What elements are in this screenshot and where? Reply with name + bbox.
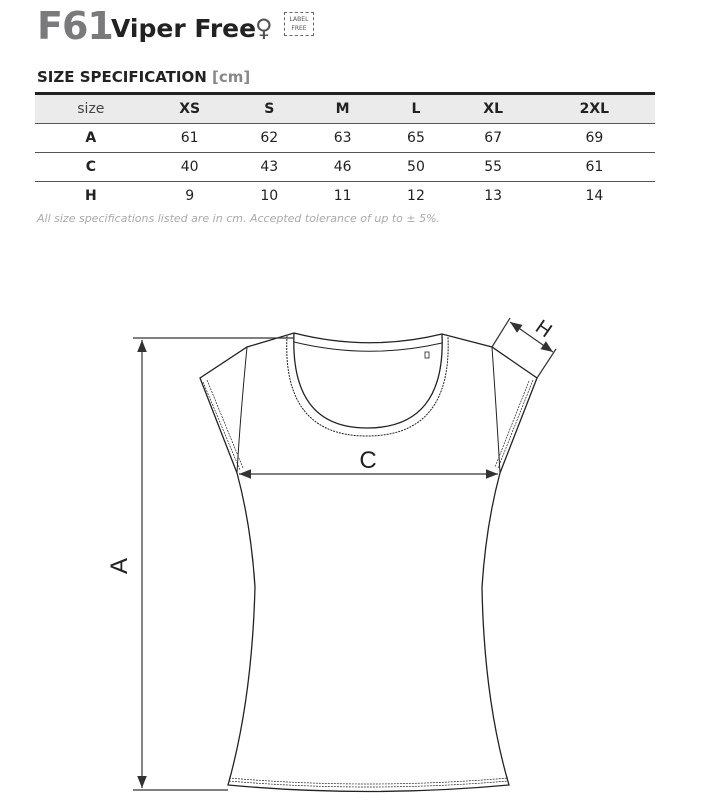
table-cell: 43 — [260, 159, 279, 175]
table-cell: 9 — [185, 188, 195, 204]
tolerance-note: All size specifications listed are in cm… — [37, 212, 441, 225]
table-cell: 10 — [260, 188, 279, 204]
female-symbol-icon: ♀ — [255, 14, 273, 42]
product-name: Viper Free — [111, 14, 257, 43]
table-row: H 9 10 11 12 13 14 — [35, 181, 655, 211]
table-cell: 46 — [333, 159, 352, 175]
header-cell: M — [335, 101, 350, 117]
h-arrow — [509, 321, 554, 353]
table-cell: 13 — [484, 188, 503, 204]
table-cell: 62 — [260, 130, 279, 146]
table-cell: 14 — [585, 188, 604, 204]
badge-line-1: LABEL — [289, 16, 309, 23]
c-label: C — [359, 447, 376, 474]
table-cell: 12 — [407, 188, 425, 204]
row-label: H — [84, 188, 97, 204]
table-cell: 11 — [333, 188, 352, 204]
header-cell: L — [411, 101, 421, 117]
h-guide-2 — [536, 348, 557, 379]
label-free-badge: LABEL FREE — [284, 12, 314, 36]
badge-line-2: FREE — [291, 25, 307, 32]
table-cell: 67 — [484, 130, 503, 146]
header-cell: XS — [179, 101, 201, 117]
table-cell: 50 — [407, 159, 425, 175]
spec-title: SIZE SPECIFICATION [cm] — [37, 68, 250, 86]
table-cell: 63 — [333, 130, 352, 146]
table-cell: 69 — [585, 130, 604, 146]
table-cell: 61 — [585, 159, 604, 175]
header-cell: size — [77, 101, 105, 117]
row-label: A — [85, 130, 97, 146]
size-table: size XS S M L XL 2XL A 61 62 63 65 67 69 C 40 43 4… — [35, 92, 655, 210]
table-cell: 65 — [407, 130, 425, 146]
a-label: A — [106, 558, 133, 574]
neck-band — [286, 335, 449, 437]
header-cell: 2XL — [579, 101, 610, 117]
table-cell: 40 — [180, 159, 199, 175]
header-cell: S — [264, 101, 275, 117]
table-row: A 61 62 63 65 67 69 — [35, 123, 655, 153]
table-header-row: size XS S M L XL 2XL — [35, 93, 655, 124]
header-cell: XL — [483, 101, 504, 117]
shirt-outline — [199, 332, 538, 793]
table-cell: 61 — [180, 130, 199, 146]
neckline — [293, 332, 443, 429]
spec-title-text: SIZE SPECIFICATION — [37, 68, 207, 86]
table-row: C 40 43 46 50 55 61 — [35, 152, 655, 182]
table-cell: 55 — [484, 159, 503, 175]
product-code: F61 — [37, 4, 114, 48]
spec-unit: [cm] — [212, 68, 251, 86]
h-label: H — [531, 316, 555, 342]
row-label: C — [85, 159, 96, 175]
h-guide-1 — [491, 317, 511, 348]
